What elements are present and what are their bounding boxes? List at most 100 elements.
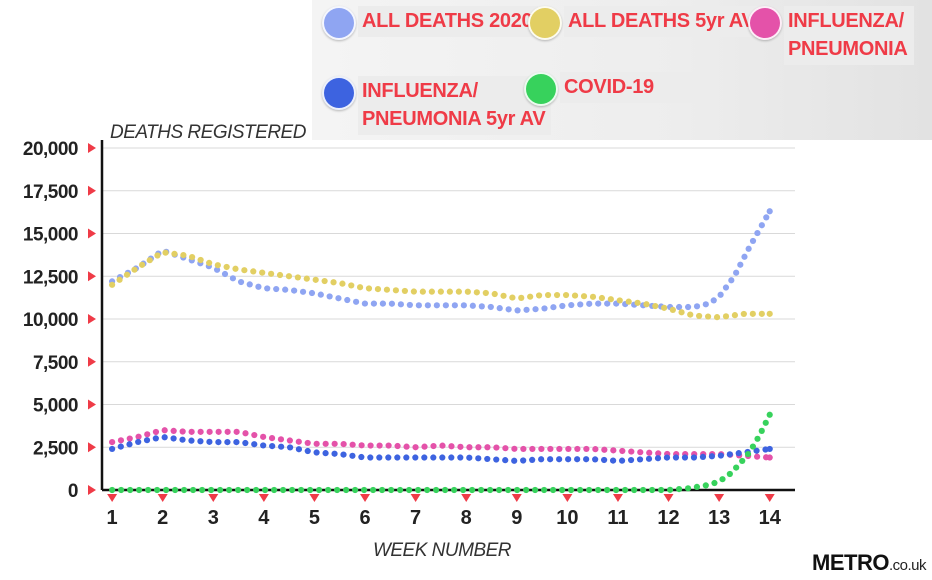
data-point	[475, 444, 482, 451]
data-point	[241, 267, 248, 274]
data-point	[505, 486, 512, 494]
data-point	[352, 486, 359, 494]
data-point	[628, 448, 635, 455]
data-point	[439, 454, 446, 461]
data-point	[559, 486, 566, 494]
legend-item-influenza-pneumonia-5yr-av: INFLUENZA/ PNEUMONIA 5yr AV	[322, 76, 552, 135]
data-point	[229, 275, 237, 282]
data-point	[511, 445, 518, 452]
data-point	[206, 259, 213, 266]
data-point	[455, 288, 462, 295]
data-point	[676, 303, 683, 311]
data-point	[505, 306, 512, 313]
data-point	[392, 287, 400, 294]
data-point	[733, 269, 740, 276]
data-point	[397, 486, 404, 494]
data-point	[179, 428, 186, 435]
data-point	[246, 281, 253, 288]
data-point	[731, 312, 739, 319]
axis-ticks: 0 2,500 5,000 7,500 10,000 12,500 15,000 17,500…	[23, 139, 782, 529]
data-point	[383, 286, 391, 293]
data-point	[181, 486, 188, 494]
data-point	[298, 486, 305, 494]
data-point	[460, 486, 467, 494]
x-tick-label: 11	[607, 507, 628, 529]
data-point	[126, 435, 133, 442]
data-point	[340, 440, 347, 448]
data-point	[430, 454, 437, 461]
data-point	[672, 454, 680, 461]
data-point	[374, 285, 382, 293]
data-point	[583, 456, 590, 463]
legend-label: INFLUENZA/ PNEUMONIA	[784, 6, 914, 65]
data-point	[728, 277, 735, 284]
legend-swatch	[524, 72, 558, 106]
x-tick-marker	[562, 494, 573, 502]
data-point	[317, 291, 324, 298]
data-point	[562, 291, 570, 299]
data-point	[482, 289, 489, 297]
x-tick-label: 3	[208, 507, 219, 529]
data-point	[152, 435, 159, 442]
data-point	[410, 288, 417, 295]
data-point	[457, 454, 464, 461]
data-point	[675, 486, 683, 493]
data-point	[419, 288, 426, 295]
data-point	[145, 486, 152, 494]
x-tick-label: 10	[556, 507, 578, 529]
data-point	[514, 307, 521, 314]
data-point	[487, 486, 494, 494]
data-point	[412, 444, 419, 451]
data-point	[412, 454, 419, 461]
data-point	[109, 281, 116, 288]
data-point	[206, 438, 213, 445]
data-point	[367, 454, 374, 461]
data-point	[663, 454, 671, 461]
data-point	[233, 439, 240, 446]
data-point	[527, 293, 534, 300]
data-point	[699, 453, 707, 460]
data-point	[269, 443, 276, 450]
data-point	[244, 486, 251, 494]
data-point	[613, 486, 620, 494]
data-point	[126, 441, 133, 448]
data-point	[493, 444, 500, 451]
data-point	[654, 455, 662, 462]
data-point	[135, 433, 142, 440]
data-point	[214, 262, 221, 269]
data-point	[529, 456, 536, 463]
data-point	[713, 314, 721, 321]
data-point	[733, 464, 740, 471]
data-point	[289, 486, 296, 494]
data-point	[541, 486, 548, 494]
data-point	[349, 441, 356, 448]
data-point	[439, 442, 446, 449]
data-point	[172, 486, 179, 494]
x-tick-marker	[612, 494, 623, 502]
data-point	[379, 486, 386, 494]
data-point	[308, 289, 316, 297]
data-point	[304, 439, 311, 447]
data-point	[667, 486, 674, 493]
data-point	[556, 445, 563, 453]
x-tick-label: 5	[309, 507, 320, 529]
data-point	[758, 222, 765, 229]
data-point	[331, 450, 338, 457]
legend-item-all-deaths-2020: ALL DEATHS 2020	[322, 6, 539, 40]
data-point	[643, 301, 650, 308]
data-point	[592, 446, 599, 453]
series-1	[109, 249, 773, 321]
data-point	[370, 300, 378, 307]
x-tick-label: 4	[258, 507, 270, 529]
data-point	[685, 303, 692, 311]
data-point	[197, 428, 204, 435]
data-point	[268, 434, 276, 442]
data-point	[565, 456, 572, 463]
x-tick-label: 9	[511, 507, 522, 529]
data-point	[303, 275, 310, 282]
data-point	[335, 295, 342, 302]
data-point	[276, 271, 284, 279]
data-point	[154, 252, 161, 259]
data-point	[313, 440, 320, 447]
data-point	[493, 456, 500, 463]
